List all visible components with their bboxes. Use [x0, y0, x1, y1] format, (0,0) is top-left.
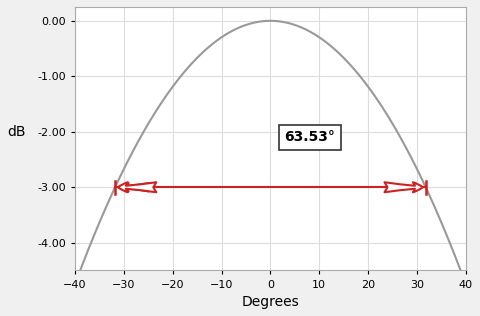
Y-axis label: dB: dB	[7, 125, 25, 139]
Text: 63.53°: 63.53°	[284, 130, 335, 144]
X-axis label: Degrees: Degrees	[241, 295, 299, 309]
